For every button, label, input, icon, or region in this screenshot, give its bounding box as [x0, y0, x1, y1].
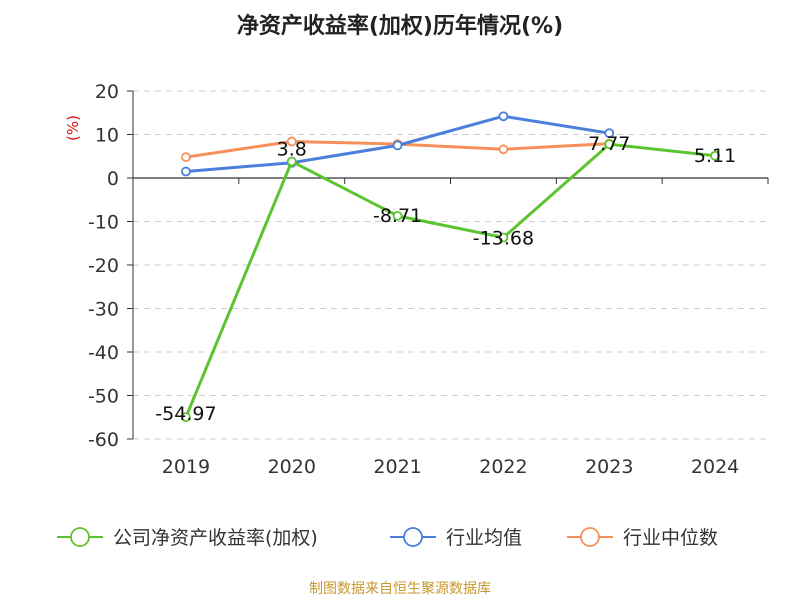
- legend-label: 公司净资产收益率(加权): [113, 527, 318, 549]
- legend-swatch-marker: [70, 527, 90, 547]
- data-labels: -54.97 3.8 -8.71 -13.68 7.77 5.11: [155, 133, 736, 425]
- y-axis-unit-label: (%): [64, 115, 82, 141]
- y-tick-label: -50: [88, 386, 119, 408]
- data-label: 7.77: [588, 133, 630, 155]
- legend-label: 行业中位数: [623, 527, 718, 549]
- data-label: -8.71: [373, 205, 422, 227]
- data-point: [498, 144, 509, 155]
- data-point: [604, 128, 615, 139]
- x-tick-label: 2021: [373, 456, 421, 478]
- axes: 20 10 0 -10 -20 -30 -40 -50 -60 2019 2020 2021 2022 2…: [88, 81, 769, 478]
- x-tick-label: 2024: [691, 456, 739, 478]
- x-tick-label: 2019: [162, 456, 210, 478]
- data-point: [392, 210, 403, 221]
- y-tick-label: -20: [88, 255, 119, 277]
- data-label: -54.97: [155, 403, 216, 425]
- y-tick-label: 0: [107, 168, 119, 190]
- gridlines: [133, 90, 768, 440]
- data-label: -13.68: [473, 228, 534, 250]
- y-tick-label: -60: [88, 429, 119, 451]
- x-tick-label: 2020: [268, 456, 316, 478]
- data-point: [498, 111, 509, 122]
- data-point: [286, 136, 297, 147]
- data-label: 3.8: [277, 138, 307, 160]
- legend-swatch-marker: [580, 527, 600, 547]
- y-tick-label: -30: [88, 299, 119, 321]
- data-point: [392, 140, 403, 151]
- data-point: [710, 150, 720, 161]
- legend-swatch-marker: [403, 527, 423, 547]
- data-label: 5.11: [694, 145, 736, 167]
- data-point: [498, 232, 509, 243]
- data-point: [181, 166, 191, 177]
- y-tick-label: 10: [95, 125, 119, 147]
- source-note: 制图数据来自恒生聚源数据库: [309, 581, 491, 597]
- series-line: [184, 142, 716, 418]
- y-tick-label: -40: [88, 342, 119, 364]
- series-lines: [181, 111, 720, 423]
- x-tick-label: 2023: [585, 456, 633, 478]
- legend-label: 行业均值: [446, 527, 522, 549]
- data-point: [604, 139, 615, 150]
- y-tick-label: 20: [95, 81, 119, 103]
- data-point: [181, 152, 191, 163]
- data-point: [181, 412, 191, 423]
- data-point: [286, 156, 297, 167]
- x-tick-label: 2022: [479, 456, 527, 478]
- legend: 公司净资产收益率(加权) 行业均值 行业中位数: [57, 527, 718, 549]
- chart-title: 净资产收益率(加权)历年情况(%): [237, 13, 563, 39]
- y-tick-label: -10: [88, 212, 119, 234]
